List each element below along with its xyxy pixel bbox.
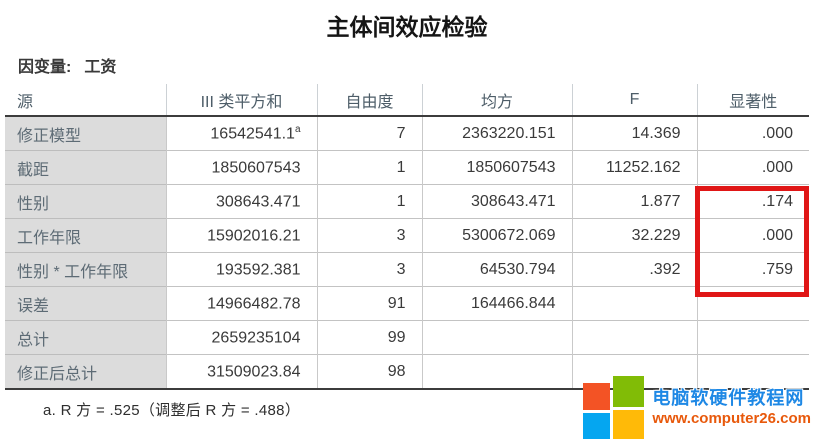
type-iii-ss-cell: 193592.381 [165, 252, 317, 287]
table-row: 截距 1850607543 1 1850607543 11252.162 .00… [5, 150, 809, 185]
df-cell: 91 [316, 286, 422, 321]
f-cell: 1.877 [571, 184, 697, 219]
table-row: 性别 * 工作年限 193592.381 3 64530.794 .392 .7… [5, 252, 809, 287]
type-iii-ss-cell: 16542541.1a [165, 116, 317, 151]
table-row: 工作年限 15902016.21 3 5300672.069 32.229 .0… [5, 218, 809, 253]
source-cell: 截距 [5, 150, 166, 185]
table-row: 修正后总计 31509023.84 98 [5, 354, 809, 390]
mean-square-cell: 308643.471 [421, 184, 572, 219]
type-iii-ss-cell: 31509023.84 [165, 354, 317, 390]
sig-cell: .000 [696, 218, 809, 253]
source-cell: 工作年限 [5, 218, 166, 253]
header-type-iii-sum-of-squares: III 类平方和 [165, 84, 317, 117]
header-degrees-of-freedom: 自由度 [316, 84, 422, 117]
f-cell: 11252.162 [571, 150, 697, 185]
df-cell: 98 [316, 354, 422, 390]
mean-square-cell: 64530.794 [421, 252, 572, 287]
type-iii-ss-cell: 2659235104 [165, 320, 317, 355]
table-row: 误差 14966482.78 91 164466.844 [5, 286, 809, 321]
f-cell: 32.229 [571, 218, 697, 253]
table-row: 总计 2659235104 99 [5, 320, 809, 355]
source-cell: 误差 [5, 286, 166, 321]
watermark-site-url: www.computer26.com [652, 410, 811, 428]
mean-square-cell [421, 320, 572, 355]
df-cell: 3 [316, 218, 422, 253]
sig-cell: .000 [696, 116, 809, 151]
dependent-variable-line: 因变量: 工资 [18, 53, 116, 77]
source-cell: 性别 [5, 184, 166, 219]
sig-cell [696, 286, 809, 321]
footnote-marker: a [294, 123, 301, 135]
header-mean-square: 均方 [421, 84, 572, 117]
source-cell: 性别 * 工作年限 [5, 252, 166, 287]
logo-pane-blue [583, 413, 611, 439]
f-cell: 14.369 [571, 116, 697, 151]
header-significance: 显著性 [696, 84, 809, 117]
mean-square-cell: 1850607543 [421, 150, 572, 185]
f-cell: .392 [571, 252, 697, 287]
df-cell: 3 [316, 252, 422, 287]
table-row: 修正模型 16542541.1a 7 2363220.151 14.369 .0… [5, 116, 809, 151]
mean-square-cell: 5300672.069 [421, 218, 572, 253]
dependent-variable-value: 工资 [84, 59, 117, 76]
type-iii-ss-cell: 15902016.21 [165, 218, 317, 253]
anova-table: 源 III 类平方和 自由度 均方 F 显著性 修正模型 16542541.1a… [5, 84, 809, 390]
watermark-site-name: 电脑软硬件教程网 [652, 387, 805, 408]
highlight-box [695, 186, 809, 297]
windows-flag-logo-icon [583, 376, 645, 439]
source-cell: 修正后总计 [5, 354, 166, 390]
footnote: a. R 方 = .525（调整后 R 方 = .488） [43, 402, 301, 419]
f-cell [571, 286, 697, 321]
watermark-text: 电脑软硬件教程网 www.computer26.com [652, 388, 811, 428]
source-cell: 总计 [5, 320, 166, 355]
df-cell: 1 [316, 150, 422, 185]
sig-cell [696, 320, 809, 355]
mean-square-cell: 164466.844 [421, 286, 572, 321]
type-iii-ss-cell: 14966482.78 [165, 286, 317, 321]
dependent-variable-label: 因变量: [18, 59, 72, 76]
source-cell: 修正模型 [5, 116, 166, 151]
type-iii-ss-cell: 1850607543 [165, 150, 317, 185]
logo-pane-orange [583, 383, 611, 410]
df-cell: 1 [316, 184, 422, 219]
mean-square-cell [421, 354, 572, 390]
table-row: 性别 308643.471 1 308643.471 1.877 .174 [5, 184, 809, 219]
table-title: 主体间效应检验 [326, 14, 488, 40]
sig-cell [696, 354, 809, 390]
header-source: 源 [5, 84, 166, 117]
header-f-statistic: F [571, 84, 697, 117]
df-cell: 99 [316, 320, 422, 355]
f-cell [571, 320, 697, 355]
df-cell: 7 [316, 116, 422, 151]
watermark: 电脑软硬件教程网 www.computer26.com [583, 376, 811, 439]
logo-pane-yellow [613, 410, 645, 439]
header-row: 源 III 类平方和 自由度 均方 F 显著性 [5, 84, 809, 117]
sig-cell: .000 [696, 150, 809, 185]
mean-square-cell: 2363220.151 [421, 116, 572, 151]
logo-pane-green [613, 376, 645, 407]
type-iii-ss-cell: 308643.471 [165, 184, 317, 219]
